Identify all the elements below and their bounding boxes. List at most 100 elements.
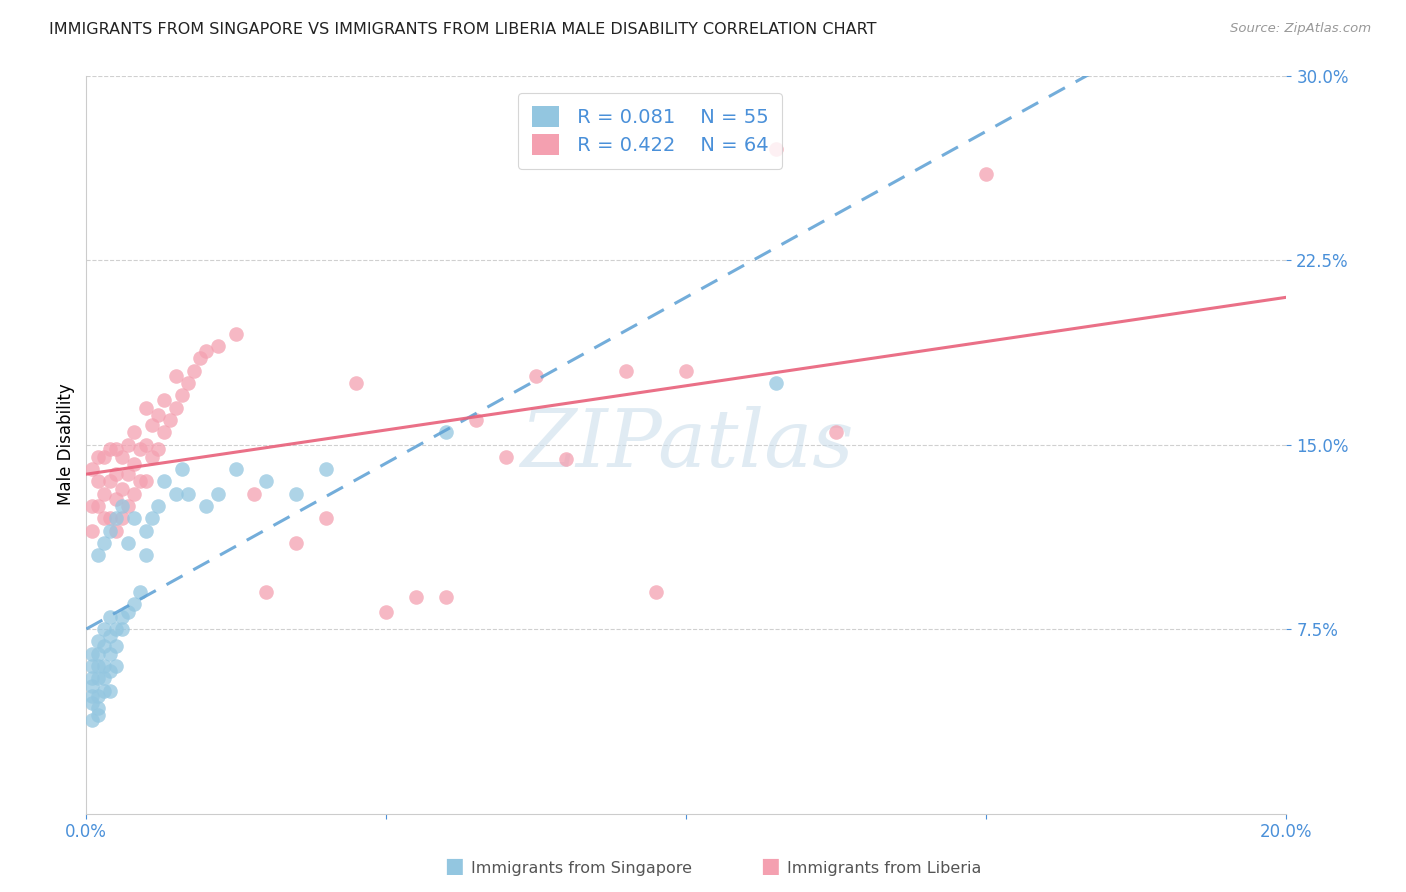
Point: [254, 585, 277, 599]
Point: [315, 511, 337, 525]
Text: ■: ■: [444, 856, 464, 876]
Point: [254, 475, 277, 489]
Point: [98, 442, 121, 457]
Text: Immigrants from Singapore: Immigrants from Singapore: [471, 861, 692, 876]
Point: [129, 585, 152, 599]
Point: [105, 622, 128, 636]
Point: [111, 511, 134, 525]
Point: [124, 511, 146, 525]
Point: [93, 487, 115, 501]
Point: [82, 462, 104, 476]
Point: [675, 364, 697, 378]
Point: [93, 659, 115, 673]
Point: [93, 671, 115, 685]
Point: [82, 659, 104, 673]
Text: Source: ZipAtlas.com: Source: ZipAtlas.com: [1230, 22, 1371, 36]
Point: [225, 326, 247, 341]
Point: [524, 368, 547, 383]
Point: [105, 659, 128, 673]
Point: [148, 442, 170, 457]
Point: [105, 640, 128, 654]
Point: [177, 376, 200, 390]
Point: [124, 457, 146, 471]
Point: [141, 450, 163, 464]
Point: [375, 605, 398, 619]
Point: [195, 499, 218, 513]
Point: [117, 605, 139, 619]
Point: [105, 524, 128, 538]
Point: [165, 401, 187, 415]
Point: [195, 344, 218, 359]
Point: [172, 388, 194, 402]
Point: [153, 393, 176, 408]
Point: [135, 524, 157, 538]
Point: [93, 683, 115, 698]
Point: [976, 167, 998, 181]
Point: [645, 585, 668, 599]
Point: [148, 499, 170, 513]
Point: [344, 376, 367, 390]
Point: [165, 368, 187, 383]
Point: [87, 659, 110, 673]
Point: [93, 511, 115, 525]
Point: [87, 475, 110, 489]
Point: [124, 487, 146, 501]
Point: [98, 683, 121, 698]
Text: Immigrants from Liberia: Immigrants from Liberia: [787, 861, 981, 876]
Point: [141, 417, 163, 432]
Point: [111, 450, 134, 464]
Point: [82, 713, 104, 727]
Point: [765, 142, 787, 156]
Point: [98, 609, 121, 624]
Point: [285, 487, 308, 501]
Point: [98, 475, 121, 489]
Point: [825, 425, 848, 440]
Point: [614, 364, 637, 378]
Point: [124, 425, 146, 440]
Point: [135, 437, 157, 451]
Point: [434, 425, 457, 440]
Point: [87, 450, 110, 464]
Point: [117, 536, 139, 550]
Point: [87, 647, 110, 661]
Point: [98, 524, 121, 538]
Point: [148, 408, 170, 422]
Point: [188, 351, 211, 366]
Point: [111, 609, 134, 624]
Point: [87, 689, 110, 703]
Point: [765, 376, 787, 390]
Point: [177, 487, 200, 501]
Point: [124, 598, 146, 612]
Point: [82, 689, 104, 703]
Point: [111, 622, 134, 636]
Point: [87, 499, 110, 513]
Point: [159, 413, 181, 427]
Point: [87, 549, 110, 563]
Point: [82, 647, 104, 661]
Point: [82, 671, 104, 685]
Point: [105, 442, 128, 457]
Text: ZIPatlas: ZIPatlas: [520, 406, 853, 483]
Point: [93, 622, 115, 636]
Point: [98, 647, 121, 661]
Point: [135, 401, 157, 415]
Point: [82, 696, 104, 710]
Point: [153, 475, 176, 489]
Point: [98, 630, 121, 644]
Point: [105, 511, 128, 525]
Point: [82, 499, 104, 513]
Point: [465, 413, 488, 427]
Point: [129, 475, 152, 489]
Point: [225, 462, 247, 476]
Point: [82, 524, 104, 538]
Point: [117, 437, 139, 451]
Point: [129, 442, 152, 457]
Point: [117, 467, 139, 481]
Point: [117, 499, 139, 513]
Point: [434, 590, 457, 604]
Legend:  R = 0.081    N = 55,  R = 0.422    N = 64: R = 0.081 N = 55, R = 0.422 N = 64: [519, 93, 782, 169]
Point: [135, 475, 157, 489]
Point: [98, 664, 121, 678]
Point: [141, 511, 163, 525]
Point: [105, 491, 128, 506]
